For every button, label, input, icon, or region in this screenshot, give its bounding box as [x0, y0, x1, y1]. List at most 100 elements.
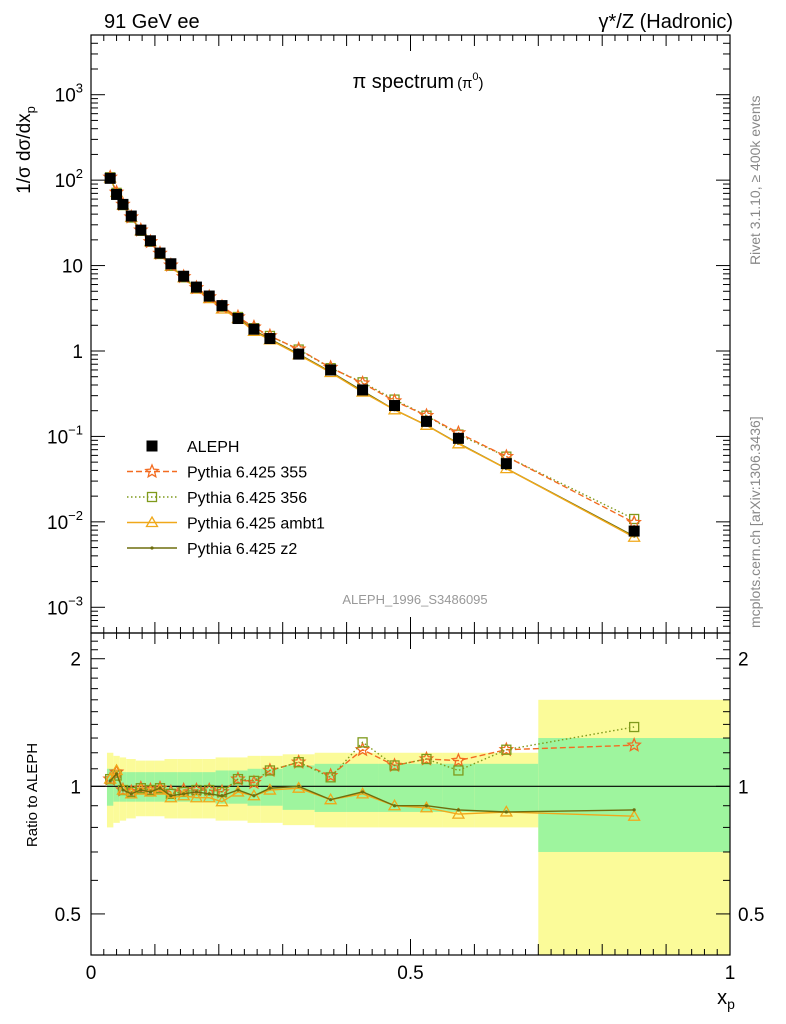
ratio-y-tick-label-right: 0.5: [738, 905, 764, 926]
ratio-point-ambt1: [116, 783, 130, 795]
ratio-point-p356: [293, 757, 304, 768]
ratio-point-p356: [325, 772, 336, 783]
ratio-point-p356: [232, 773, 244, 785]
ratio-point-z2: [504, 810, 508, 814]
ratio-point-p355: [354, 741, 371, 757]
ratio-point-ambt1: [419, 800, 434, 813]
legend-marker-z2: [150, 546, 154, 550]
ratio-point-p356: [501, 744, 512, 755]
point-aleph: [144, 235, 156, 247]
chart-title-suffix: (π: [457, 75, 472, 92]
point-aleph: [264, 333, 276, 345]
main-y-tick-label: 10−2: [47, 508, 83, 534]
ratio-point-p356: [191, 784, 202, 796]
ratio-point-z2: [158, 786, 162, 790]
ratio-point-z2: [194, 790, 199, 794]
point-aleph: [325, 364, 337, 376]
ratio-point-p356: [264, 765, 276, 776]
ratio-point-ambt1: [202, 790, 216, 803]
ratio-band-inner: [378, 763, 411, 812]
header-right: γ*/Z (Hadronic): [599, 11, 733, 33]
series-z2: [108, 176, 636, 538]
chart-title-close: ): [479, 75, 484, 92]
ratio-point-p356: [629, 721, 640, 733]
main-y-tick-label: 103: [55, 81, 83, 107]
ratio-point-z2: [207, 792, 211, 796]
x-tick-label: 1: [725, 963, 736, 984]
ratio-point-z2: [456, 808, 461, 812]
ratio-point-z2: [424, 804, 429, 808]
ratio-point-z2: [297, 784, 301, 788]
ratio-point-z2: [392, 804, 397, 808]
ratio-point-z2: [108, 779, 112, 783]
y-axis-label-main: 1/σ dσ/dx: [14, 113, 35, 194]
legend-label-p356: Pythia 6.425 356: [187, 490, 307, 507]
ratio-point-ambt1: [134, 783, 148, 795]
point-aleph: [117, 198, 129, 210]
x-axis-label-sub: p: [727, 996, 735, 1012]
ratio-point-p356: [421, 753, 432, 765]
legend-marker-p355: [144, 463, 160, 479]
chart-title-main: π spectrum: [352, 71, 454, 93]
legend-label-z2: Pythia 6.425 z2: [187, 541, 297, 558]
ratio-point-z2: [220, 794, 224, 798]
ratio-point-ambt1: [627, 809, 641, 821]
legend: ALEPH Pythia 6.425 355 Pythia 6.425 356 Pyt…: [127, 439, 325, 558]
ratio-point-ambt1: [215, 794, 229, 807]
ratio-series: [102, 721, 642, 821]
ratio-point-ambt1: [451, 807, 466, 819]
x-axis-label-main: x: [717, 987, 727, 1009]
point-aleph: [628, 525, 640, 537]
main-series: [102, 169, 642, 542]
main-y-tick-label: 10−3: [47, 593, 83, 619]
ratio-point-ambt1: [164, 790, 178, 803]
ratio-axes: 0 0.5 1 0.5 0.5 1 1 2 2: [55, 632, 764, 984]
legend-label-aleph: ALEPH: [187, 439, 239, 456]
series-ambt1: [103, 171, 641, 542]
ratio-point-ambt1: [177, 788, 191, 801]
header-left: 91 GeV ee: [104, 11, 200, 33]
ratio-point-p356: [389, 760, 400, 771]
point-aleph: [104, 172, 116, 184]
point-p355: [626, 514, 642, 530]
ratio-band-inner: [474, 763, 539, 812]
ratio-axis-label: Ratio to ALEPH: [24, 743, 41, 847]
ratio-y-tick-label-right: 1: [738, 777, 749, 798]
series-p355: [102, 169, 642, 530]
ratio-y-tick-label-right: 2: [738, 650, 749, 671]
ratio-band-inner: [410, 763, 443, 812]
legend-entry-aleph: ALEPH: [146, 439, 239, 456]
ratio-point-z2: [148, 790, 153, 794]
ratio-point-z2: [360, 790, 365, 794]
chart-title: π spectrum (π0): [352, 71, 483, 93]
ratio-point-z2: [139, 788, 143, 792]
y-axis-label: 1/σ dσ/dxp: [14, 106, 38, 194]
ratio-y-tick-label: 1: [70, 777, 81, 798]
point-aleph: [232, 313, 244, 325]
ratio-point-ambt1: [189, 790, 204, 803]
ratio-point-p356: [453, 765, 464, 776]
ratio-band-inner: [538, 738, 730, 852]
ratio-point-z2: [169, 794, 173, 798]
point-aleph: [420, 415, 432, 427]
watermark: ALEPH_1996_S3486095: [342, 592, 487, 607]
series-p356: [105, 172, 640, 525]
ratio-point-p356: [357, 737, 368, 748]
legend-label-p355: Pythia 6.425 355: [187, 465, 307, 482]
point-aleph: [203, 290, 215, 302]
ratio-point-z2: [632, 808, 636, 812]
point-aleph: [357, 384, 369, 396]
series-line-ambt1: [109, 177, 635, 538]
ratio-point-z2: [329, 798, 333, 802]
ratio-y-tick-label: 0.5: [55, 905, 81, 926]
ratio-plot-area: [91, 699, 730, 955]
ratio-point-z2: [114, 772, 119, 776]
point-aleph: [389, 400, 401, 412]
ratio-band-inner: [442, 763, 475, 812]
main-axes: 10−3 10−2 10−1 1 10 102 103: [47, 34, 731, 634]
x-axis-label: xp: [717, 987, 735, 1012]
mcplots-label: mcplots.cern.ch [arXiv:1306.3436]: [747, 416, 763, 628]
y-axis-label-sub: p: [23, 106, 38, 113]
legend-marker-aleph: [146, 440, 158, 452]
ratio-point-p355: [626, 737, 642, 752]
